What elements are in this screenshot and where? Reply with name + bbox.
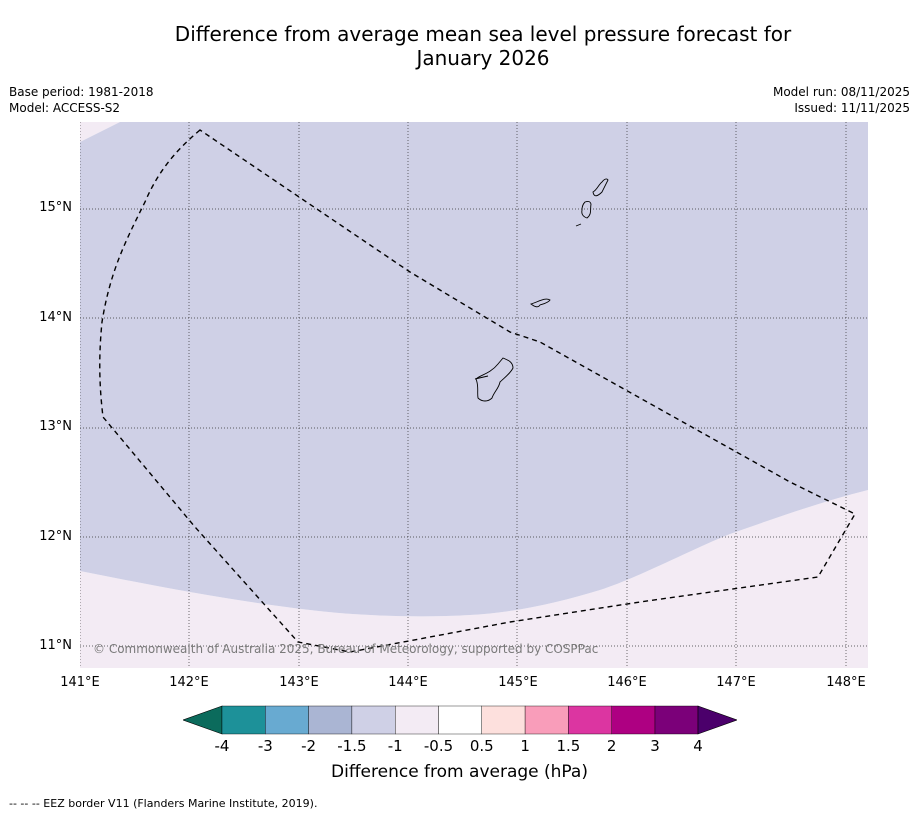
lon-label-146e: 146°E (607, 675, 647, 690)
lon-label-148e: 148°E (826, 675, 866, 690)
neutral-anomaly-region (80, 122, 868, 668)
model-name: Model: ACCESS-S2 (9, 101, 121, 115)
lat-label-15n: 15°N (39, 200, 72, 215)
title-line-1: Difference from average mean sea level p… (174, 22, 792, 46)
colorbar-segment-6 (438, 705, 482, 735)
colorbar (183, 705, 737, 735)
colorbar-tick-label: 3 (650, 737, 660, 755)
base-period: Base period: 1981-2018 (9, 85, 154, 99)
colorbar-tick-label: -3 (257, 737, 273, 755)
lon-label-142e: 142°E (169, 675, 209, 690)
model-run: Model run: 08/11/2025 (772, 85, 910, 99)
colorbar-tick-label: 1.5 (556, 737, 581, 755)
lat-label-12n: 12°N (39, 529, 72, 544)
lon-label-144e: 144°E (388, 675, 428, 690)
colorbar-tick-label: 1 (520, 737, 530, 755)
title-line-2: January 2026 (416, 46, 550, 70)
low-anomaly-region (80, 122, 868, 617)
islands (474, 178, 609, 402)
colorbar-tick-label: -2 (301, 737, 317, 755)
colorbar-segment-1 (221, 705, 266, 735)
lon-label-147e: 147°E (716, 675, 756, 690)
model-info: Base period: 1981-2018 Model: ACCESS-S2 (9, 84, 154, 116)
gridlines (80, 122, 868, 668)
lat-label-11n: 11°N (39, 638, 72, 653)
colorbar-segment-7 (481, 705, 526, 735)
pressure-anomaly-map (80, 122, 868, 668)
colorbar-tick-label: 4 (693, 737, 703, 755)
colorbar-tick-label: -1.5 (337, 737, 367, 755)
lon-label-145e: 145°E (498, 675, 538, 690)
tinian-island (581, 200, 592, 219)
eez-border (99, 129, 856, 653)
lat-label-14n: 14°N (39, 310, 72, 325)
colorbar-right-extension (697, 705, 737, 735)
aguijan-island (575, 223, 582, 227)
colorbar-segment-9 (568, 705, 612, 735)
colorbar-segment-2 (265, 705, 309, 735)
issued-date: Issued: 11/11/2025 (794, 101, 910, 115)
lon-label-143e: 143°E (279, 675, 319, 690)
lat-label-13n: 13°N (39, 419, 72, 434)
colorbar-segment-8 (524, 705, 569, 735)
guam-west-tip (474, 375, 489, 380)
colorbar-segment-3 (308, 705, 353, 735)
run-info: Model run: 08/11/2025 Issued: 11/11/2025 (773, 84, 910, 116)
lon-label-141e: 141°E (60, 675, 100, 690)
colorbar-title: Difference from average (hPa) (331, 762, 588, 782)
chart-title: Difference from average mean sea level p… (0, 22, 919, 70)
colorbar-tick-label: 2 (606, 737, 617, 755)
copyright-notice: © Commonwealth of Australia 2025, Bureau… (93, 642, 599, 656)
colorbar-tick-label: -0.5 (423, 737, 454, 755)
colorbar-tick-label: -4 (214, 737, 230, 755)
colorbar-segment-5 (394, 705, 439, 735)
colorbar-tick-label: 0.5 (469, 737, 494, 755)
rota-island (530, 298, 551, 308)
colorbar-tick-label: -1 (387, 737, 403, 755)
colorbar-segment-4 (351, 705, 396, 735)
colorbar-segment-10 (611, 705, 656, 735)
saipan-island (592, 178, 609, 197)
colorbar-left-extension (183, 705, 223, 735)
colorbar-segment-11 (654, 705, 699, 735)
eez-footnote: -- -- -- EEZ border V11 (Flanders Marine… (9, 797, 318, 810)
